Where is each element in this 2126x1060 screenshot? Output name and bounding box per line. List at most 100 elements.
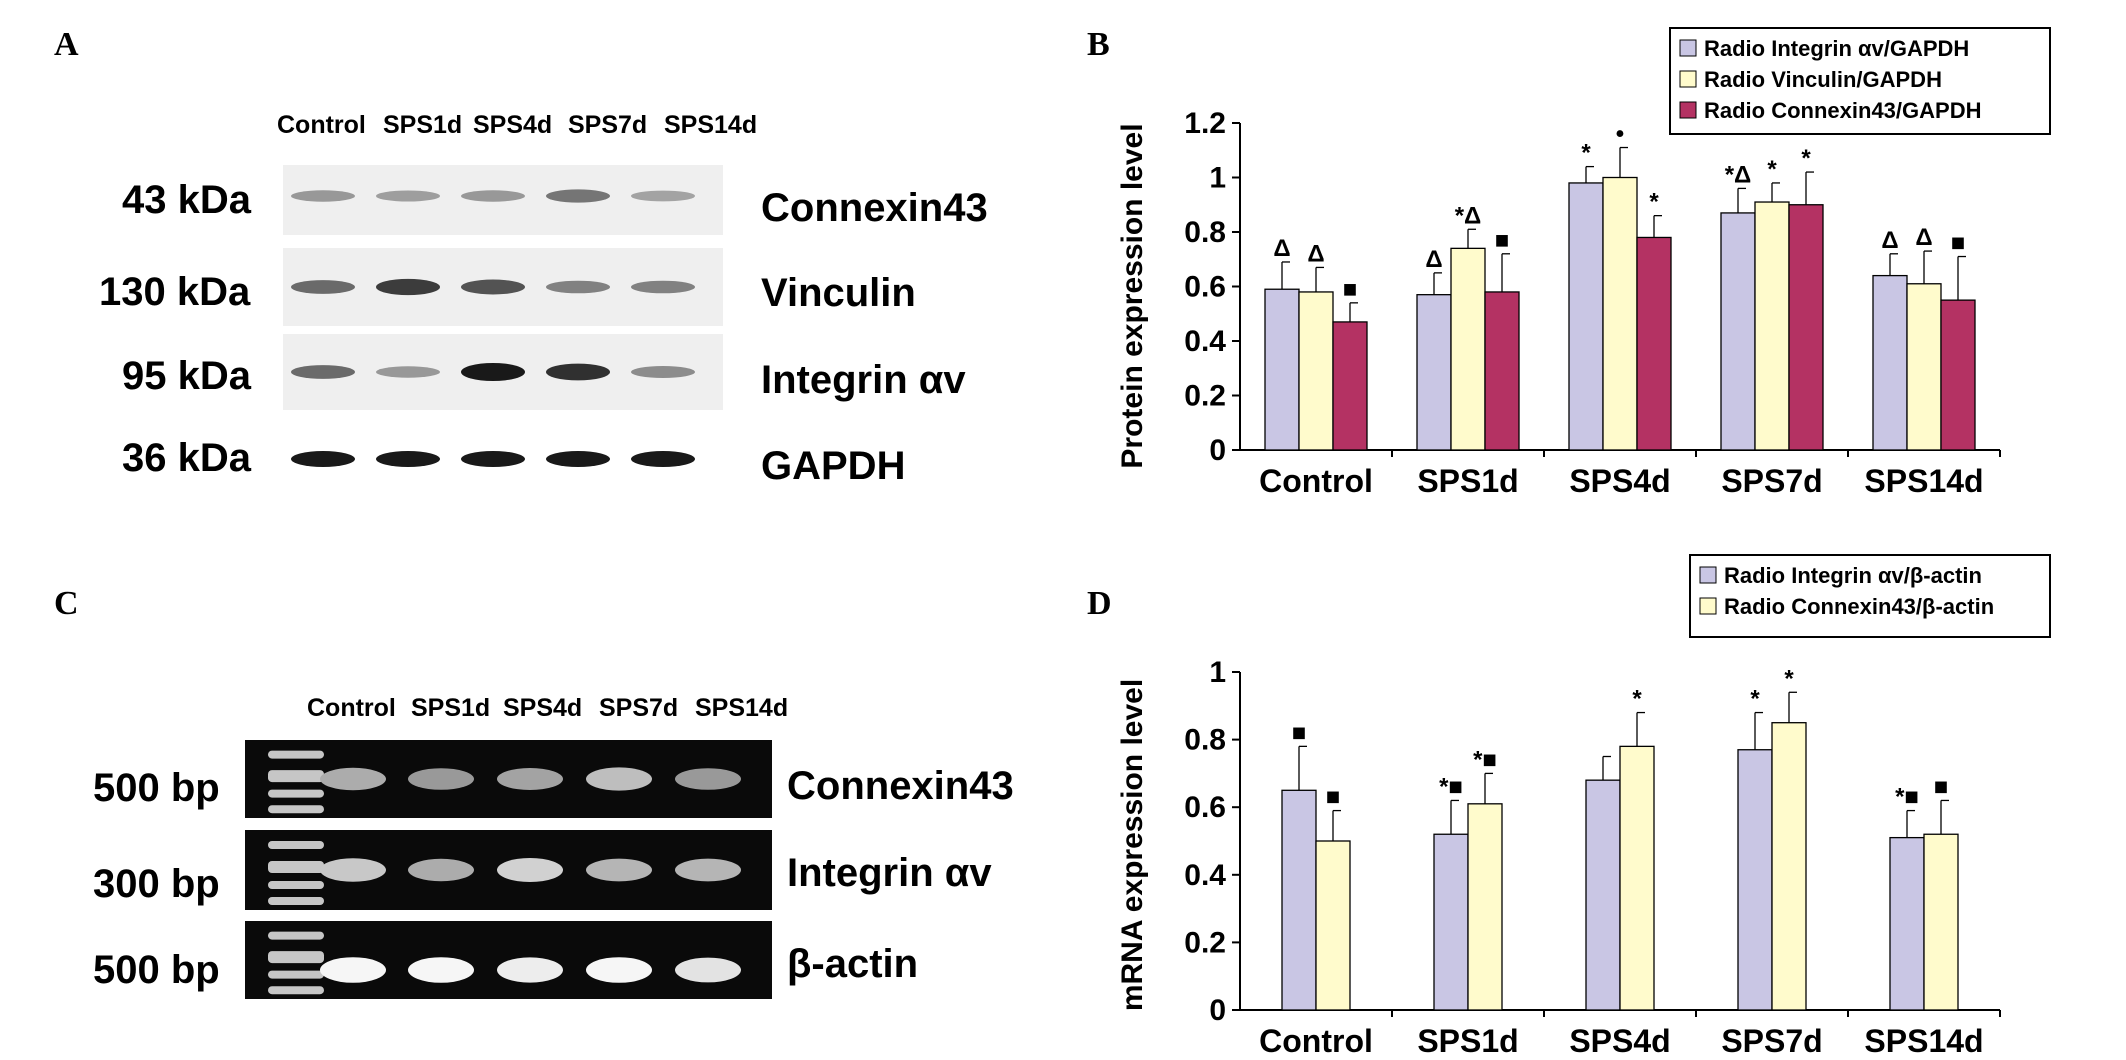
blot-band: [461, 451, 525, 467]
blot-band: [376, 366, 440, 378]
legend-label: Radio Vinculin/GAPDH: [1704, 67, 1942, 92]
bar: [1923, 833, 1959, 1011]
legend-swatch: [1679, 101, 1697, 119]
y-tick-label: 0: [1209, 994, 1226, 1027]
significance-mark: Δ: [1307, 240, 1324, 267]
y-tick-label: 0.4: [1184, 859, 1226, 892]
y-tick-label: 0.2: [1184, 380, 1226, 413]
wb-size-label: 36 kDa: [122, 436, 251, 480]
bar: [1754, 201, 1790, 451]
significance-mark: Δ: [1915, 224, 1932, 251]
x-tick-label: SPS7d: [1721, 463, 1822, 499]
gel-band: [408, 858, 474, 882]
pcr-gel-image: [245, 740, 772, 999]
x-tick-label: Control: [1259, 463, 1373, 499]
blot-band: [461, 279, 525, 295]
blot-band: [291, 365, 355, 379]
significance-mark: *: [1801, 145, 1811, 172]
gel-band: [586, 767, 652, 791]
significance-mark: *: [1632, 686, 1642, 713]
y-tick-label: 0.8: [1184, 216, 1226, 249]
x-tick-label: SPS4d: [1569, 463, 1670, 499]
blot-band: [631, 366, 695, 378]
gel-band: [675, 858, 741, 882]
blot-band: [291, 451, 355, 467]
legend-swatch: [1679, 39, 1697, 57]
wb-size-label: 43 kDa: [122, 178, 251, 222]
y-tick-label: 0.4: [1184, 325, 1226, 358]
bar: [1771, 722, 1807, 1011]
wb-protein-label: GAPDH: [761, 444, 906, 488]
y-tick-label: 0.6: [1184, 271, 1226, 304]
significance-mark: *: [1649, 189, 1659, 216]
wb-size-label: 130 kDa: [99, 270, 251, 314]
bar: [1889, 836, 1925, 1011]
bar: [1264, 288, 1300, 451]
western-blot-image: [283, 165, 723, 490]
ladder-band: [268, 805, 324, 814]
blot-band: [376, 190, 440, 202]
x-tick-label: SPS14d: [1864, 463, 1983, 499]
ladder-band: [268, 770, 324, 783]
legend-swatch: [1679, 70, 1697, 88]
gel-gene-label: Connexin43: [787, 764, 1014, 808]
wb-lane-label: SPS1d: [383, 111, 463, 139]
blot-band: [461, 190, 525, 202]
y-tick-label: 0.6: [1184, 791, 1226, 824]
panel-letter-c: C: [54, 585, 79, 622]
significance-mark: *■: [1439, 773, 1463, 800]
significance-mark: ■: [1326, 784, 1341, 811]
significance-mark: *■: [1895, 784, 1919, 811]
wb-protein-label: Integrin αv: [761, 358, 966, 402]
legend-label: Radio Connexin43/β-actin: [1724, 594, 1994, 619]
ladder-band: [268, 931, 324, 940]
panel-letter-d: D: [1087, 585, 1112, 622]
gel-size-label: 500 bp: [93, 766, 220, 810]
ladder-band: [268, 897, 324, 905]
x-tick-label: SPS1d: [1417, 1023, 1518, 1055]
bar: [1906, 283, 1942, 451]
gel-lane-label: SPS1d: [411, 694, 491, 722]
significance-mark: •: [1616, 121, 1624, 148]
blot-band: [461, 363, 525, 381]
bar: [1636, 236, 1672, 451]
blot-band: [631, 451, 695, 467]
x-tick-label: SPS7d: [1721, 1023, 1822, 1055]
significance-mark: ■: [1343, 276, 1358, 303]
ladder-band: [268, 861, 324, 873]
x-tick-label: SPS1d: [1417, 463, 1518, 499]
gel-band: [586, 858, 652, 882]
wb-lane-label: SPS14d: [664, 111, 758, 139]
bar: [1315, 840, 1351, 1011]
ladder-band: [268, 881, 324, 889]
blot-band: [376, 278, 440, 296]
wb-protein-label: Connexin43: [761, 186, 988, 230]
blot-band: [291, 190, 355, 202]
gel-band: [675, 768, 741, 790]
y-tick-label: 1.2: [1184, 107, 1226, 140]
panel-letter-a: A: [54, 26, 79, 63]
y-tick-label: 0: [1209, 434, 1226, 467]
gel-band: [320, 858, 386, 882]
gel-band: [320, 767, 386, 791]
bar: [1788, 204, 1824, 451]
gel-lane-label: SPS4d: [503, 694, 583, 722]
bar: [1602, 176, 1638, 451]
legend-swatch: [1699, 597, 1717, 615]
legend-box: [1669, 27, 2051, 135]
x-tick-label: SPS14d: [1864, 1023, 1983, 1055]
bar: [1872, 274, 1908, 451]
gel-size-label: 500 bp: [93, 948, 220, 992]
significance-mark: *■: [1473, 746, 1497, 773]
y-tick-label: 0.8: [1184, 724, 1226, 757]
legend-label: Radio Integrin αv/GAPDH: [1704, 36, 1969, 61]
y-axis-label: Protein expression level: [1116, 123, 1149, 468]
gel-band: [497, 768, 563, 790]
significance-mark: *: [1750, 686, 1760, 713]
gel-band: [675, 957, 741, 983]
gel-band: [320, 957, 386, 983]
wb-lane-label: SPS4d: [473, 111, 553, 139]
significance-mark: ■: [1934, 773, 1949, 800]
bar: [1720, 212, 1756, 451]
ladder-band: [268, 951, 324, 964]
